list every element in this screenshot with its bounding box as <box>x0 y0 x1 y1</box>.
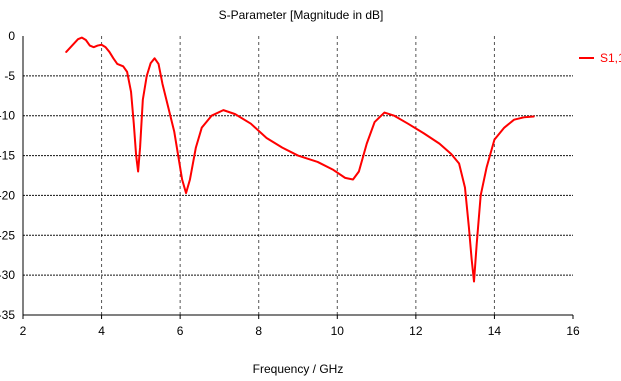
y-tick-label: -15 <box>0 149 15 163</box>
chart-title: S-Parameter [Magnitude in dB] <box>219 8 384 22</box>
x-axis-label: Frequency / GHz <box>253 362 344 376</box>
series-layer <box>65 36 535 283</box>
x-tick-label: 12 <box>409 324 423 338</box>
y-tick-label: -10 <box>0 109 15 123</box>
x-tick-label: 2 <box>20 324 27 338</box>
y-tick-label: 0 <box>8 29 15 43</box>
y-tick-label: -20 <box>0 188 15 202</box>
x-tick-label: 10 <box>331 324 345 338</box>
y-tick-label: -35 <box>0 308 15 322</box>
x-tick-label: 6 <box>177 324 184 338</box>
x-tick-label: 16 <box>566 324 580 338</box>
tick-labels: 2 4 6 8 10 12 14 16 0 -5 -10 -15 -20 -25 -30 -35 <box>0 29 580 338</box>
x-tick-label: 8 <box>255 324 262 338</box>
legend: S1,1 <box>579 51 621 65</box>
axes <box>22 36 574 319</box>
x-tick-label: 4 <box>98 324 105 338</box>
legend-entry-s11: S1,1 <box>600 51 621 65</box>
x-tick-label: 14 <box>488 324 502 338</box>
y-tick-label: -5 <box>4 69 15 83</box>
series-line-s11 <box>65 36 535 283</box>
y-tick-label: -25 <box>0 228 15 242</box>
y-tick-label: -30 <box>0 268 15 282</box>
grid <box>23 36 573 315</box>
